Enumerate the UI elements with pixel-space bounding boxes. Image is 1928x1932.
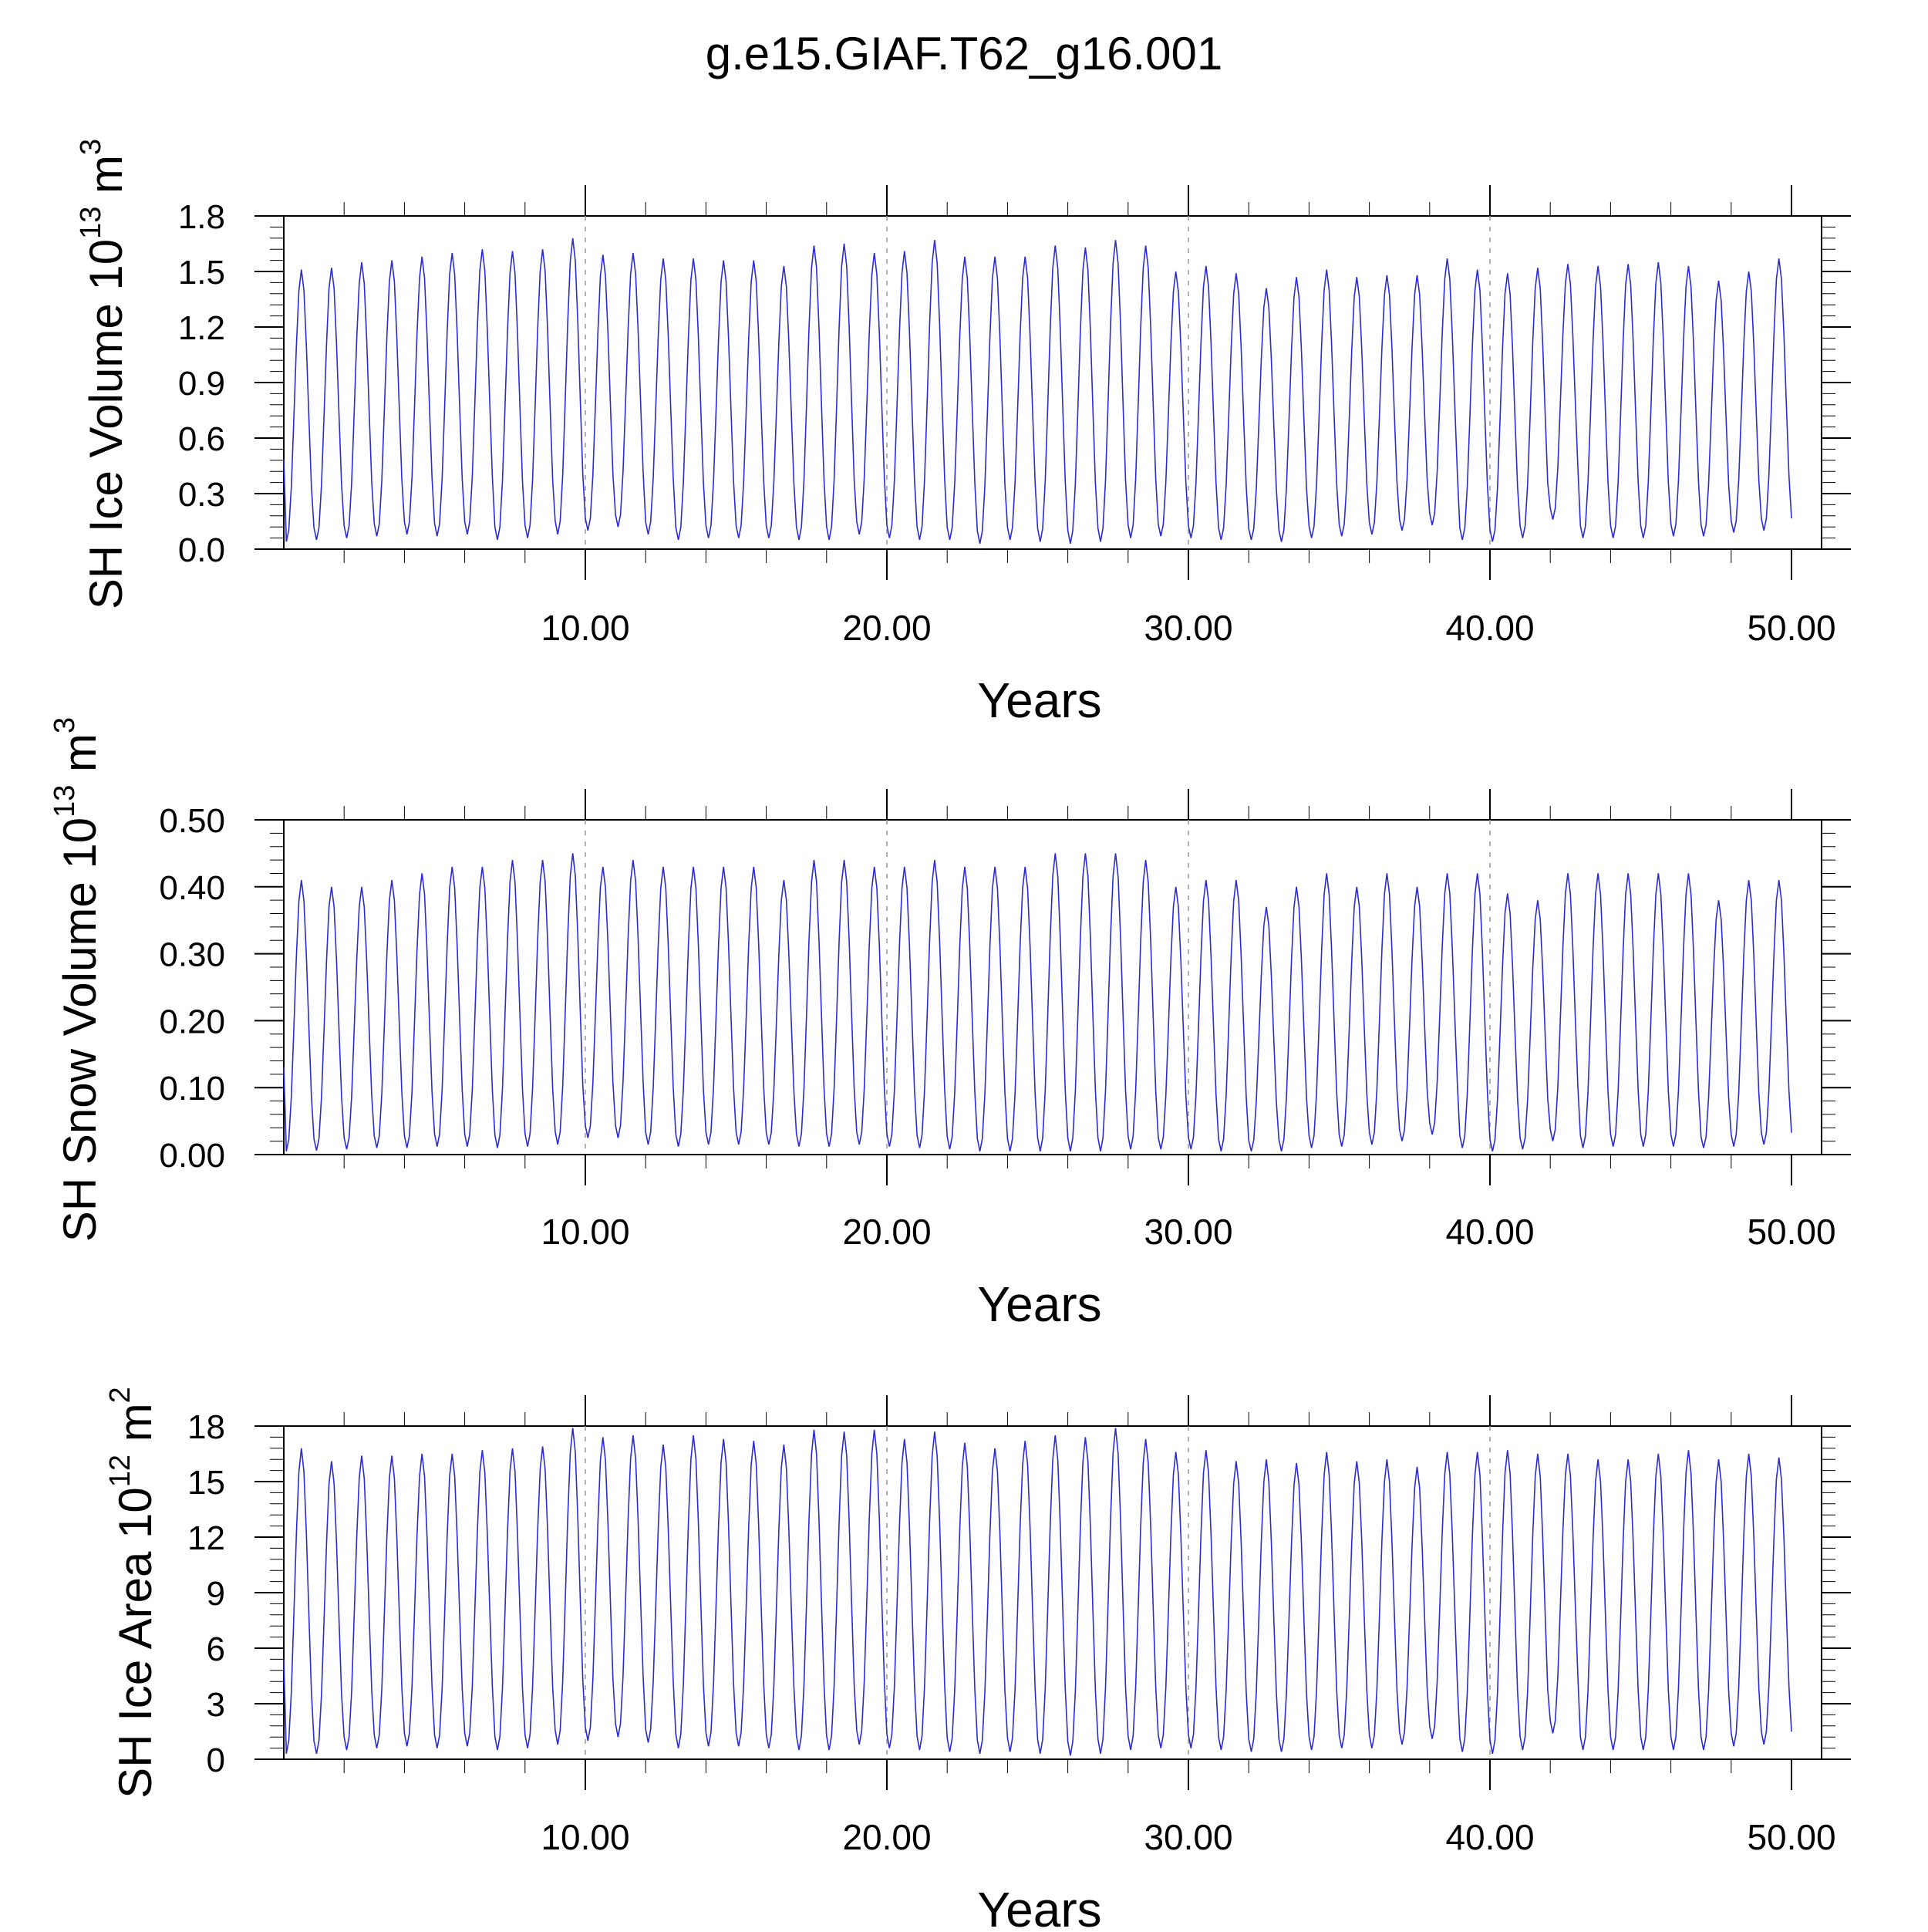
y-axis-label: SH Snow Volume 1013 m3 [49, 717, 106, 1242]
x-tick-label: 50.00 [1747, 608, 1835, 648]
x-tick-label: 10.00 [541, 1212, 629, 1252]
x-tick-label: 40.00 [1445, 1817, 1534, 1857]
x-tick-label: 10.00 [541, 1817, 629, 1857]
x-tick-label: 10.00 [541, 608, 629, 648]
x-axis-label: Years [977, 1882, 1101, 1928]
panels: 0.00.30.60.91.21.51.810.00 20.00 30.00 40.0… [49, 139, 1851, 1932]
series-line [283, 853, 1792, 1151]
y-tick-label: 0.10 [159, 1070, 225, 1108]
figure-title: g.e15.GIAF.T62_g16.001 [706, 28, 1223, 79]
plot-frame [283, 819, 1822, 1155]
y-tick-label: 0.3 [178, 476, 225, 514]
x-tick-label: 50.00 [1747, 1212, 1835, 1252]
x-tick-label: 30.00 [1144, 1212, 1232, 1252]
y-tick-label: 9 [207, 1575, 225, 1613]
y-tick-label: 0.30 [159, 936, 225, 974]
y-axis-label: SH Ice Area 1012 m2 [104, 1387, 161, 1799]
y-tick-label: 3 [207, 1686, 225, 1724]
x-tick-label: 30.00 [1144, 608, 1232, 648]
series-line [283, 238, 1792, 544]
x-tick-label: 20.00 [842, 608, 931, 648]
x-tick-label: 20.00 [842, 1212, 931, 1252]
y-tick-label: 0.40 [159, 869, 225, 907]
y-tick-label: 18 [187, 1408, 225, 1446]
y-tick-label: 0.50 [159, 802, 225, 840]
x-tick-label: 40.00 [1445, 608, 1534, 648]
y-tick-label: 6 [207, 1630, 225, 1668]
y-tick-label: 12 [187, 1519, 225, 1557]
y-tick-label: 15 [187, 1464, 225, 1502]
x-axis-label: Years [977, 673, 1101, 728]
x-tick-label: 30.00 [1144, 1817, 1232, 1857]
y-tick-label: 0.0 [178, 531, 225, 569]
y-tick-label: 1.2 [178, 309, 225, 347]
series-line [283, 1428, 1792, 1756]
y-tick-label: 0.6 [178, 420, 225, 458]
panel-2: 0.00 0.10 0.20 0.30 0.40 0.50 10.00 20.00 30.00 4… [49, 717, 1851, 1332]
x-axis-label: Years [977, 1276, 1101, 1332]
x-tick-label: 20.00 [842, 1817, 931, 1857]
panel-3: 0 3 6 9 12 15 18 10.00 20.00 30.00 40.00 50.00 Years… [104, 1387, 1851, 1932]
y-tick-label: 0 [207, 1741, 225, 1779]
y-tick-label: 0.00 [159, 1137, 225, 1175]
x-tick-label: 50.00 [1747, 1817, 1835, 1857]
panel-1: 0.0 0.3 0.6 0.9 1.2 1.5 1.8 10.00 20.00 30.00 40.0… [75, 139, 1851, 728]
y-tick-label: 0.20 [159, 1003, 225, 1040]
y-axis-label: SH Ice Volume 1013 m3 [75, 139, 132, 609]
y-tick-label: 1.8 [178, 198, 225, 236]
y-tick-label: 0.9 [178, 365, 225, 403]
y-tick-label: 1.5 [178, 254, 225, 292]
x-tick-label: 40.00 [1445, 1212, 1534, 1252]
